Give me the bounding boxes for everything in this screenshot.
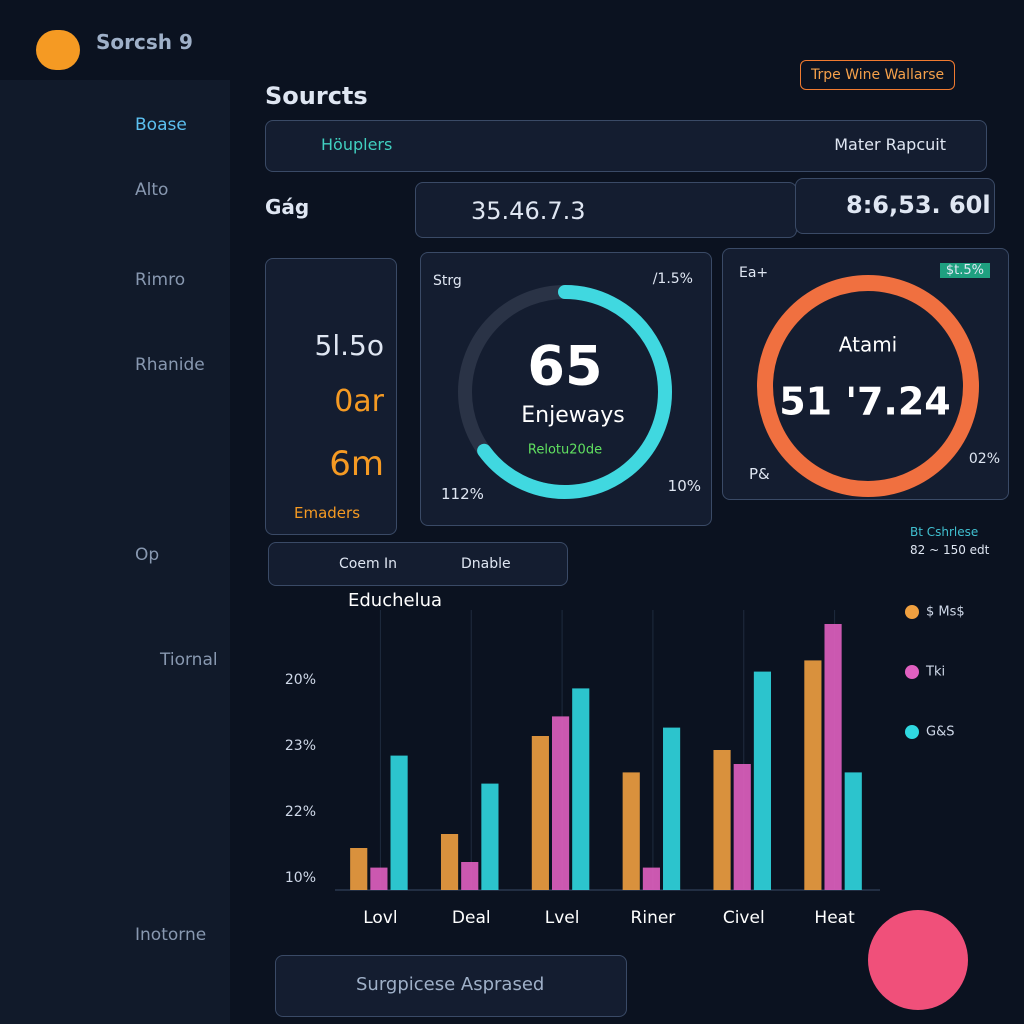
tab-bar: Coem In Dnable bbox=[268, 542, 568, 586]
gauge-value: 65 bbox=[527, 335, 602, 398]
nav-item[interactable]: Tiornal bbox=[160, 650, 218, 670]
gauge-sub: Relotu20de bbox=[528, 443, 602, 458]
note: Bt Cshrlese bbox=[910, 525, 979, 539]
stat-value: 8:6,53. 60l bbox=[846, 191, 991, 219]
gauge-caption: Enjeways bbox=[521, 403, 624, 428]
sidebar: Boase Alto Rimro Rhanide Op Tiornal Inotorne bbox=[0, 80, 230, 1024]
stat-box: 8:6,53. 60l bbox=[795, 178, 995, 234]
note: 82 ~ 150 edt bbox=[910, 543, 990, 557]
summary-card: 5l.5o 0ar 6m Emaders bbox=[265, 258, 397, 535]
bar bbox=[461, 862, 479, 890]
card-line: 5l.5o bbox=[314, 329, 384, 362]
bar bbox=[370, 867, 388, 890]
card-footer: Emaders bbox=[294, 504, 361, 522]
gauge-left: 112% bbox=[441, 485, 484, 503]
nav-item[interactable]: Inotorne bbox=[135, 925, 207, 945]
bar bbox=[481, 783, 499, 890]
x-tick-label: Lvel bbox=[545, 908, 580, 928]
gauge-badge: /1.5% bbox=[652, 271, 693, 287]
banner-text: Surgpicese Asprased bbox=[356, 974, 545, 995]
gauge-ring bbox=[757, 275, 979, 497]
bar bbox=[572, 688, 590, 890]
search-bar[interactable]: Höuplers Mater Rapcuit bbox=[265, 120, 987, 172]
nav-item[interactable]: Rimro bbox=[135, 270, 186, 290]
legend-label: G&S bbox=[926, 725, 954, 740]
stat-value: 35.46.7.3 bbox=[471, 197, 586, 225]
stat-box: 35.46.7.3 bbox=[415, 182, 797, 238]
y-label: 10% bbox=[285, 870, 316, 886]
page-title: Sourcts bbox=[265, 82, 368, 110]
bar bbox=[622, 772, 640, 890]
card-line: 0ar bbox=[334, 384, 384, 419]
fab-button[interactable] bbox=[868, 910, 968, 1010]
bar bbox=[804, 660, 822, 890]
bar bbox=[713, 750, 731, 890]
gauge-label: Ea+ bbox=[739, 265, 769, 281]
x-tick-label: Civel bbox=[723, 908, 765, 928]
logo[interactable] bbox=[36, 30, 80, 70]
legend-swatch bbox=[905, 725, 919, 739]
y-label: 22% bbox=[285, 804, 316, 820]
legend-swatch bbox=[905, 605, 919, 619]
bar bbox=[753, 671, 771, 890]
x-tick-label: Heat bbox=[814, 908, 855, 928]
gauge-value: 51 '7.24 bbox=[779, 380, 951, 424]
filter-label: Gág bbox=[265, 195, 310, 219]
bar bbox=[824, 624, 842, 890]
legend-label: Tki bbox=[925, 665, 945, 680]
y-label: 23% bbox=[285, 738, 316, 754]
brand: Sorcsh 9 bbox=[96, 30, 193, 54]
x-tick-label: Lovl bbox=[363, 908, 397, 928]
bar bbox=[642, 867, 660, 890]
x-tick-label: Riner bbox=[631, 908, 676, 928]
badge[interactable]: Trpe Wine Wallarse bbox=[800, 60, 956, 90]
card-line: 6m bbox=[329, 444, 384, 484]
bar bbox=[350, 848, 368, 890]
nav-item[interactable]: Op bbox=[135, 545, 160, 565]
search-text: Höuplers bbox=[321, 135, 393, 154]
gauge-right: 10% bbox=[667, 477, 701, 495]
tab[interactable]: Coem In bbox=[339, 556, 398, 572]
x-tick-label: Deal bbox=[452, 908, 491, 928]
chart-title: Educhelua bbox=[348, 590, 442, 611]
y-label: 20% bbox=[285, 672, 316, 688]
nav-item[interactable]: Rhanide bbox=[135, 355, 205, 375]
tab[interactable]: Dnable bbox=[461, 556, 511, 572]
legend-label: $ Ms$ bbox=[926, 605, 965, 620]
dropdown[interactable]: Mater Rapcuit bbox=[834, 135, 946, 154]
gauge-arc bbox=[477, 285, 672, 499]
bar bbox=[733, 764, 751, 890]
legend-swatch bbox=[905, 665, 919, 679]
bar bbox=[440, 834, 459, 890]
bar bbox=[551, 716, 570, 890]
nav-item[interactable]: Alto bbox=[135, 180, 169, 200]
banner[interactable]: Surgpicese Asprased bbox=[275, 955, 627, 1017]
bar bbox=[663, 727, 681, 890]
bar bbox=[844, 772, 862, 890]
gauge-label: Strg bbox=[433, 273, 462, 289]
gauge-badge: $t.5% bbox=[939, 263, 990, 278]
gauge-left: P& bbox=[749, 465, 770, 483]
nav-item[interactable]: Boase bbox=[135, 115, 187, 135]
bar bbox=[531, 736, 549, 890]
gauge-right: 02% bbox=[968, 451, 1000, 467]
gauge-title: Atami bbox=[839, 333, 897, 357]
bar bbox=[390, 755, 408, 890]
